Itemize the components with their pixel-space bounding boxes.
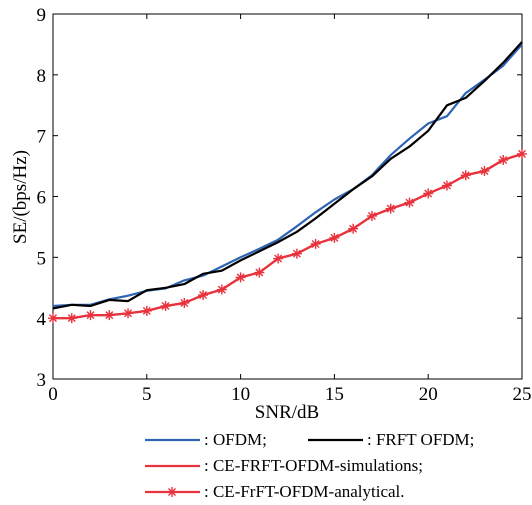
asterisk-marker-stroke <box>236 273 245 282</box>
data-point <box>460 170 471 181</box>
legend-entry: : OFDM; <box>145 430 267 449</box>
asterisk-marker-stroke <box>518 149 526 158</box>
y-tick-label: 8 <box>37 66 47 87</box>
series-1 <box>52 41 523 310</box>
data-point <box>441 180 452 191</box>
asterisk-marker-stroke <box>442 181 451 190</box>
asterisk-marker-stroke <box>461 171 470 180</box>
asterisk-marker-stroke <box>217 285 226 294</box>
asterisk-marker-stroke <box>330 233 339 242</box>
asterisk-marker-stroke <box>124 309 133 318</box>
y-tick-label: 3 <box>37 370 47 391</box>
data-point <box>329 232 340 243</box>
x-tick-label: 15 <box>325 384 344 405</box>
asterisk-marker-stroke <box>386 204 395 213</box>
data-point <box>498 155 509 165</box>
x-tick-label: 10 <box>231 384 250 405</box>
asterisk-marker-stroke <box>311 239 320 248</box>
asterisk-marker-stroke <box>142 306 151 315</box>
y-axis-label: SE/(bps/Hz) <box>10 150 31 244</box>
asterisk-marker-stroke <box>367 211 376 220</box>
data-point <box>160 301 171 311</box>
asterisk-marker-stroke <box>255 268 264 277</box>
legend-label: : FRFT OFDM; <box>367 430 474 449</box>
data-point <box>66 313 77 324</box>
asterisk-marker-stroke <box>349 224 358 233</box>
data-point <box>517 148 527 159</box>
data-point <box>85 310 96 321</box>
data-point <box>48 313 58 324</box>
asterisk-marker-stroke <box>67 314 76 323</box>
asterisk-marker-stroke <box>274 254 283 263</box>
asterisk-marker-stroke <box>105 311 114 320</box>
asterisk-marker-stroke <box>180 298 189 307</box>
series-0 <box>52 43 523 308</box>
data-point <box>254 267 265 278</box>
data-point <box>385 203 396 214</box>
data-point <box>216 284 227 295</box>
series-line <box>52 43 523 308</box>
asterisk-marker-stroke <box>168 488 176 496</box>
data-point <box>141 305 152 316</box>
legend-entry: : CE-FrFT-OFDM-analytical. <box>145 482 405 501</box>
y-tick-label: 5 <box>37 248 47 269</box>
data-point <box>310 238 321 249</box>
x-tick-label: 20 <box>419 384 438 405</box>
axis-ticks: 0 5 10 15 20 25 3 4 5 6 7 8 9 <box>37 5 532 405</box>
asterisk-marker-stroke <box>292 249 301 258</box>
x-tick-label: 25 <box>513 384 532 405</box>
y-tick-label: 9 <box>37 5 47 26</box>
x-tick-label: 0 <box>48 384 58 405</box>
y-tick-label: 7 <box>37 127 47 148</box>
asterisk-marker-stroke <box>499 156 508 164</box>
asterisk-marker-stroke <box>86 311 95 320</box>
series-group <box>48 41 527 324</box>
asterisk-marker-stroke <box>405 198 414 207</box>
y-tick-label: 4 <box>37 309 47 330</box>
x-tick-label: 5 <box>142 384 152 405</box>
legend-entry: : CE-FRFT-OFDM-simulations; <box>145 456 423 475</box>
data-point <box>479 165 490 176</box>
data-point <box>179 297 190 308</box>
data-point <box>404 197 415 208</box>
asterisk-marker-stroke <box>49 314 57 323</box>
data-point <box>123 308 134 319</box>
asterisk-marker-stroke <box>161 302 170 310</box>
data-point <box>104 310 115 321</box>
legend-entry: : FRFT OFDM; <box>308 430 474 449</box>
data-point <box>273 253 284 264</box>
legend-label: : OFDM; <box>204 430 267 449</box>
data-point <box>198 290 209 301</box>
plot-frame <box>52 13 523 380</box>
data-point <box>235 272 246 283</box>
asterisk-marker-stroke <box>424 189 433 198</box>
legend-label: : CE-FrFT-OFDM-analytical. <box>204 482 405 501</box>
data-point <box>423 188 434 199</box>
x-axis-label: SNR/dB <box>255 402 319 423</box>
series-line <box>52 41 523 310</box>
asterisk-marker-stroke <box>199 291 208 300</box>
data-point <box>348 223 359 234</box>
asterisk-marker-stroke <box>480 166 489 175</box>
data-point <box>366 210 377 221</box>
legend-label: : CE-FRFT-OFDM-simulations; <box>204 456 423 475</box>
y-tick-label: 6 <box>37 188 47 209</box>
legend: : OFDM; : FRFT OFDM; : CE-FRFT-OFDM-simula… <box>145 430 474 501</box>
data-point <box>291 248 302 259</box>
series-3 <box>48 148 527 324</box>
